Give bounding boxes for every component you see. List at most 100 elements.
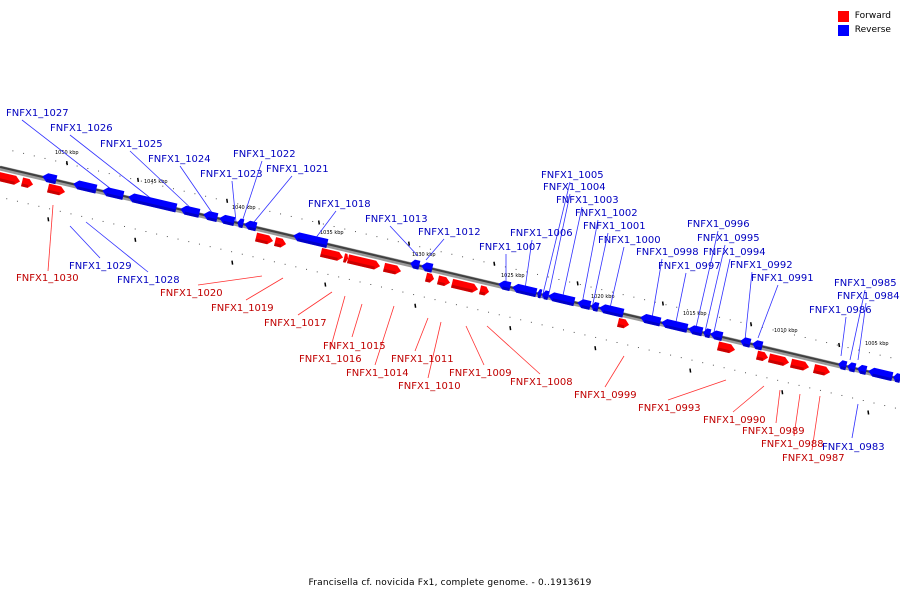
major-tick-mark xyxy=(136,177,140,182)
gene-label-fnfx1_0984: FNFX1_0984 xyxy=(837,291,900,302)
minor-tick-mark xyxy=(691,359,693,361)
minor-tick-mark xyxy=(793,334,795,336)
minor-tick-mark xyxy=(509,316,511,318)
major-tick-mark xyxy=(576,281,579,286)
leader-line-fnfx1_1006 xyxy=(524,239,533,290)
minor-tick-mark xyxy=(616,341,618,343)
gene-shadow xyxy=(347,260,375,270)
minor-tick-mark xyxy=(729,319,731,321)
major-tick-mark xyxy=(749,322,753,327)
major-tick-mark xyxy=(867,410,870,415)
minor-tick-mark xyxy=(231,251,233,253)
gene-shadow xyxy=(132,199,177,213)
minor-tick-mark xyxy=(819,389,821,391)
minor-tick-mark xyxy=(205,195,207,197)
legend-forward: Forward xyxy=(837,9,891,23)
minor-tick-mark xyxy=(809,387,811,389)
gene-block-44 xyxy=(790,358,810,371)
gene-shadow xyxy=(644,319,660,327)
minor-tick-mark xyxy=(868,352,870,354)
gene-shadow xyxy=(665,324,687,333)
leader-line-fnfx1_1008 xyxy=(486,325,541,375)
gene-label-fnfx1_0991: FNFX1_0991 xyxy=(751,273,814,284)
gene-shadow xyxy=(717,347,730,354)
minor-tick-mark xyxy=(884,405,886,407)
gene-block-15 xyxy=(320,247,344,261)
gene-label-fnfx1_1021: FNFX1_1021 xyxy=(266,164,329,175)
leader-line-fnfx1_1020 xyxy=(197,275,263,286)
minor-tick-mark xyxy=(680,357,682,359)
legend-forward-label: Forward xyxy=(854,11,891,21)
minor-tick-mark xyxy=(359,281,361,283)
minor-tick-mark xyxy=(830,392,832,394)
minor-tick-mark xyxy=(402,291,404,293)
gene-shadow xyxy=(617,323,625,329)
gene-block-23 xyxy=(451,278,479,293)
forward-gene-body xyxy=(347,254,381,270)
gene-shadow xyxy=(543,296,548,301)
gene-label-fnfx1_0989: FNFX1_0989 xyxy=(742,426,805,437)
minor-tick-mark xyxy=(515,268,517,270)
gene-label-fnfx1_1000: FNFX1_1000 xyxy=(598,235,661,246)
minor-tick-mark xyxy=(537,273,539,275)
minor-tick-mark xyxy=(648,349,650,351)
major-tick-mark xyxy=(838,342,841,348)
leader-line-fnfx1_1025 xyxy=(129,150,197,214)
minor-tick-mark xyxy=(397,241,399,243)
minor-tick-mark xyxy=(755,374,757,376)
minor-tick-mark xyxy=(783,331,785,333)
gene-label-fnfx1_1030: FNFX1_1030 xyxy=(16,273,79,284)
minor-tick-mark xyxy=(676,306,678,308)
gene-label-fnfx1_1017: FNFX1_1017 xyxy=(264,318,327,329)
gene-shadow xyxy=(343,259,347,263)
gene-label-fnfx1_1027: FNFX1_1027 xyxy=(6,108,69,119)
gene-block-27 xyxy=(537,289,543,299)
gene-block-38 xyxy=(710,330,724,341)
gene-shadow xyxy=(207,216,218,223)
leader-line-fnfx1_0996 xyxy=(694,230,719,333)
minor-tick-mark xyxy=(124,225,126,227)
minor-tick-mark xyxy=(145,231,147,233)
minor-tick-mark xyxy=(547,276,549,278)
minor-tick-mark xyxy=(579,284,581,286)
gene-label-fnfx1_1008: FNFX1_1008 xyxy=(510,377,573,388)
minor-tick-mark xyxy=(552,326,554,328)
minor-tick-mark xyxy=(879,354,881,356)
minor-tick-mark xyxy=(269,210,271,212)
minor-tick-mark xyxy=(113,223,115,225)
minor-tick-mark xyxy=(558,278,560,280)
gene-label-fnfx1_1013: FNFX1_1013 xyxy=(365,214,428,225)
gene-block-1 xyxy=(21,177,34,188)
gene-block-20 xyxy=(421,262,434,273)
gene-label-fnfx1_1025: FNFX1_1025 xyxy=(100,139,163,150)
tick-label-0: 1050 kbp xyxy=(55,150,79,156)
minor-tick-mark xyxy=(455,304,457,306)
gene-block-13 xyxy=(274,237,287,248)
leader-line-fnfx1_1014 xyxy=(374,305,395,366)
gene-label-fnfx1_1026: FNFX1_1026 xyxy=(50,123,113,134)
minor-tick-mark xyxy=(194,193,196,195)
gene-label-fnfx1_1003: FNFX1_1003 xyxy=(556,195,619,206)
minor-tick-mark xyxy=(841,394,843,396)
minor-tick-mark xyxy=(220,248,222,250)
minor-tick-mark xyxy=(327,273,329,275)
minor-tick-mark xyxy=(601,289,603,291)
minor-tick-mark xyxy=(183,190,185,192)
leader-line-fnfx1_1021 xyxy=(253,175,293,223)
gene-label-fnfx1_1010: FNFX1_1010 xyxy=(398,381,461,392)
minor-tick-mark xyxy=(665,304,667,306)
minor-tick-mark xyxy=(804,337,806,339)
minor-tick-mark xyxy=(387,238,389,240)
gene-block-39 xyxy=(717,341,736,354)
gene-block-48 xyxy=(857,364,868,375)
gene-block-31 xyxy=(591,302,600,312)
gene-shadow xyxy=(756,356,764,361)
leader-line-fnfx1_1005 xyxy=(541,181,571,299)
gene-shadow xyxy=(552,298,574,307)
minor-tick-mark xyxy=(836,344,838,346)
minor-tick-mark xyxy=(252,256,254,258)
leader-line-fnfx1_1002 xyxy=(581,219,599,305)
minor-tick-mark xyxy=(477,309,479,311)
gene-shadow xyxy=(320,253,338,261)
gene-label-fnfx1_0998: FNFX1_0998 xyxy=(636,247,699,258)
